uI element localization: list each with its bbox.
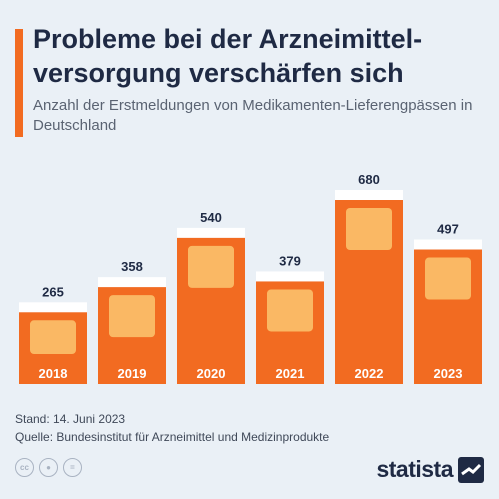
bar-top-band bbox=[177, 227, 245, 238]
tick-label: 2023 bbox=[434, 366, 463, 381]
equals-icon: = bbox=[63, 458, 82, 477]
stand-date: Stand: 14. Juni 2023 bbox=[15, 412, 126, 426]
bar-chart: 265 2018 358 2019 540 2020 379 2021 680 2022 497 20… bbox=[19, 172, 482, 384]
chart-subtitle: Anzahl der Erstmeldungen von Medikamente… bbox=[33, 97, 473, 134]
source-note: Quelle: Bundesinstitut für Arzneimittel … bbox=[15, 430, 330, 444]
bar-highlight bbox=[267, 289, 313, 332]
person-icon: ● bbox=[39, 458, 58, 477]
tick-label: 2022 bbox=[355, 366, 384, 381]
bar-top-band bbox=[414, 239, 482, 250]
footer: Stand: 14. Juni 2023 Quelle: Bundesinsti… bbox=[15, 410, 329, 446]
tick-label: 2018 bbox=[39, 366, 68, 381]
bar-highlight bbox=[346, 208, 392, 250]
tick-label: 2019 bbox=[118, 366, 147, 381]
data-label: 540 bbox=[200, 210, 222, 225]
data-label: 680 bbox=[358, 172, 380, 187]
statista-icon bbox=[458, 456, 484, 483]
data-label: 358 bbox=[121, 259, 143, 274]
cc-icon: cc bbox=[15, 458, 34, 477]
data-label: 379 bbox=[279, 253, 301, 268]
tick-label: 2021 bbox=[276, 366, 305, 381]
bar-top-band bbox=[335, 190, 403, 200]
bar-top-band bbox=[256, 271, 324, 282]
bar-top-band bbox=[19, 302, 87, 313]
bar-highlight bbox=[30, 320, 76, 354]
license-icons: cc ● = bbox=[15, 458, 82, 477]
data-label: 497 bbox=[437, 222, 459, 237]
bar-top-band bbox=[98, 277, 166, 288]
brand-name: statista bbox=[376, 456, 453, 482]
bar-highlight bbox=[425, 257, 471, 300]
tick-label: 2020 bbox=[197, 366, 226, 381]
bar-highlight bbox=[188, 245, 234, 288]
data-label: 265 bbox=[42, 284, 64, 299]
accent-bar bbox=[15, 29, 23, 137]
chart-title: Probleme bei der Arzneimittel-versorgung… bbox=[33, 24, 423, 88]
bar-highlight bbox=[109, 295, 155, 338]
statista-logo: statista bbox=[376, 456, 484, 483]
